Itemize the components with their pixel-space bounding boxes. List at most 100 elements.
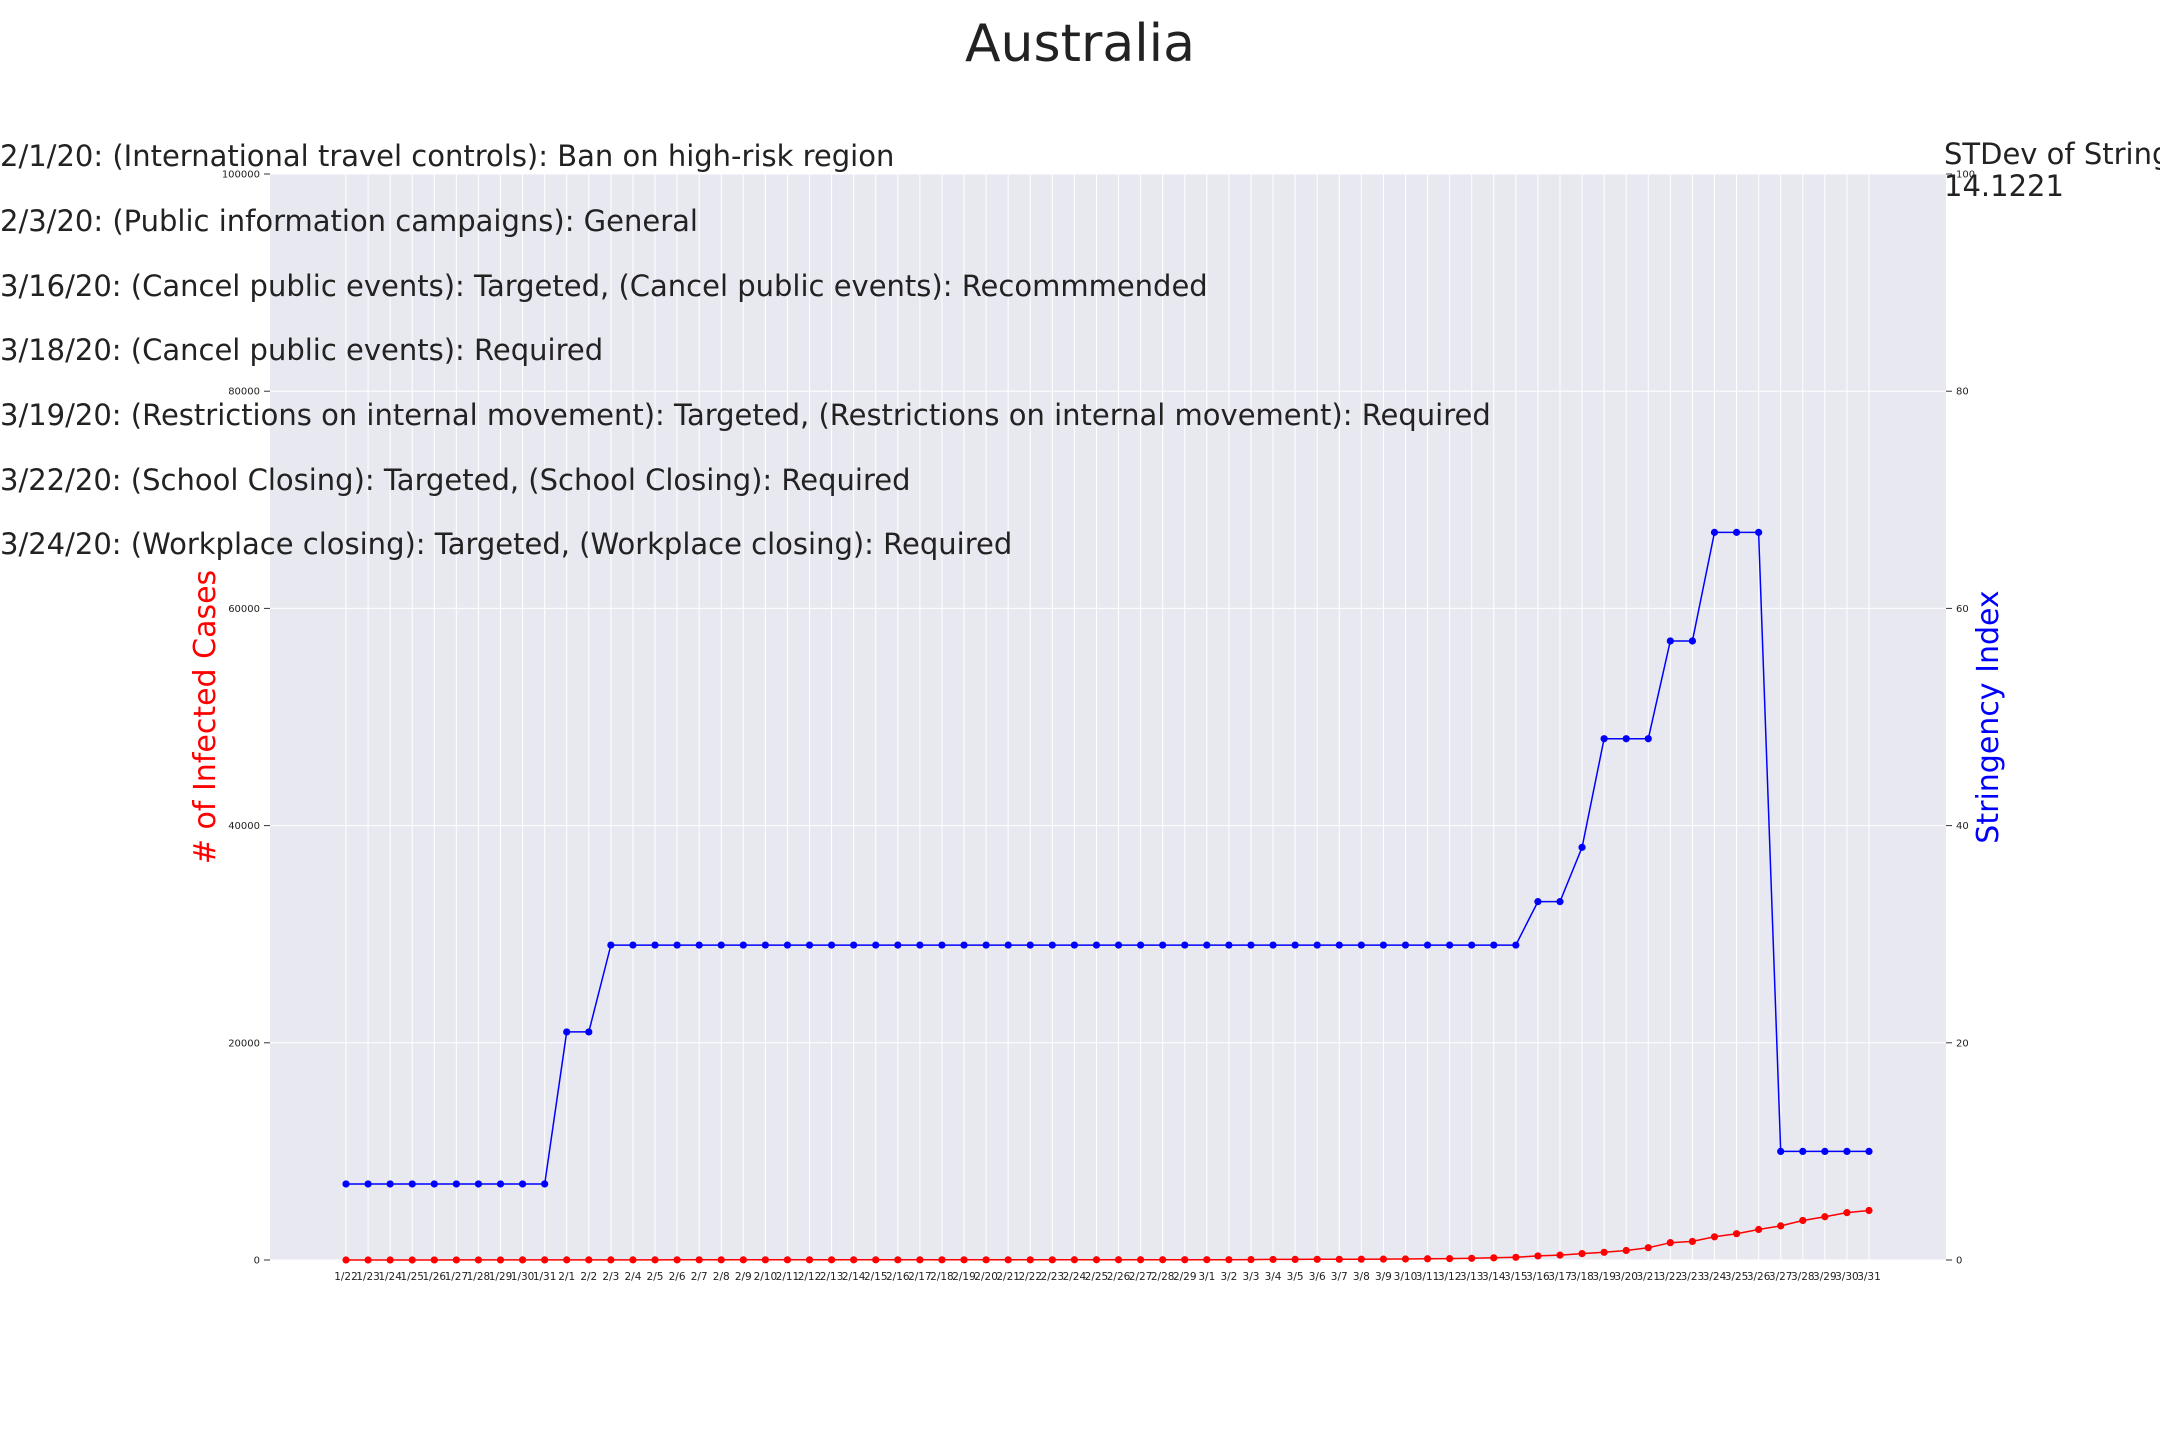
data-point — [1181, 1256, 1189, 1264]
data-point — [585, 1256, 593, 1264]
x-tick-label: 2/29 — [1173, 1271, 1197, 1283]
data-point — [629, 1256, 637, 1264]
x-tick-label: 3/7 — [1331, 1271, 1348, 1283]
data-point — [342, 1256, 350, 1264]
data-point — [1269, 1255, 1277, 1264]
x-tick-label: 3/13 — [1460, 1271, 1484, 1283]
x-tick-label: 3/28 — [1791, 1271, 1815, 1283]
x-tick-label: 3/22 — [1659, 1271, 1683, 1283]
data-point — [1225, 941, 1233, 949]
annotation-4: 3/18/20: (Cancel public events): Require… — [0, 333, 604, 367]
x-tick-label: 2/19 — [952, 1271, 976, 1283]
y-right-tick-label: 40 — [1956, 821, 1969, 832]
x-tick-label: 3/10 — [1394, 1271, 1418, 1283]
data-point — [1490, 941, 1498, 949]
grid-lines — [270, 173, 1946, 1261]
x-tick-label: 2/4 — [624, 1271, 641, 1283]
y-left-tick-label: 40000 — [228, 821, 260, 832]
data-point — [1578, 1249, 1586, 1258]
stdev-box: STDev of Stringe 14.1221 — [1944, 138, 2160, 203]
data-point — [872, 941, 880, 949]
data-point — [386, 1256, 394, 1264]
series-line — [346, 531, 1869, 1185]
data-point — [607, 1256, 615, 1264]
data-point — [761, 941, 769, 949]
data-point — [739, 941, 747, 949]
data-point — [1710, 528, 1719, 536]
x-tick-label: 3/1 — [1198, 1271, 1215, 1283]
data-point — [1159, 1256, 1167, 1264]
data-point — [1203, 941, 1211, 949]
x-tick-label: 2/12 — [798, 1271, 822, 1283]
data-point — [695, 941, 703, 949]
data-point — [496, 1180, 505, 1188]
data-point — [408, 1180, 416, 1188]
annotation-1: 2/1/20: (International travel controls):… — [0, 139, 895, 173]
data-point — [1004, 1256, 1012, 1264]
annotation-6: 3/22/20: (School Closing): Targeted, (Sc… — [0, 463, 911, 497]
data-point — [850, 1256, 858, 1264]
plot-area — [270, 174, 1946, 1260]
data-point — [739, 1256, 747, 1264]
x-tick-label: 3/18 — [1570, 1271, 1594, 1283]
data-point — [585, 1028, 593, 1036]
data-point — [1865, 1206, 1873, 1215]
data-point — [894, 1256, 902, 1264]
x-tick-label: 1/31 — [533, 1271, 557, 1283]
data-point — [629, 941, 637, 949]
data-point — [1732, 1230, 1741, 1238]
data-point — [1600, 735, 1608, 743]
data-point — [386, 1180, 394, 1188]
x-tick-label: 2/15 — [864, 1271, 888, 1283]
data-point — [938, 1256, 946, 1264]
data-point — [452, 1256, 460, 1264]
x-tick-label: 2/28 — [1151, 1271, 1175, 1283]
x-tick-label: 3/26 — [1747, 1271, 1771, 1283]
data-point — [408, 1256, 416, 1264]
data-point — [1181, 941, 1189, 949]
data-point — [982, 1256, 990, 1264]
y-right-tick-label: 60 — [1956, 604, 1969, 615]
x-tick-label: 2/1 — [558, 1271, 575, 1283]
chart-title: Australia — [964, 14, 1195, 74]
x-tick-label: 2/21 — [996, 1271, 1020, 1283]
x-tick-label: 3/21 — [1636, 1271, 1660, 1283]
data-point — [695, 1256, 703, 1264]
x-tick-label: 2/8 — [713, 1271, 730, 1283]
x-tick-label: 3/3 — [1243, 1271, 1260, 1283]
data-point — [1821, 1213, 1829, 1221]
data-point — [1159, 941, 1167, 949]
data-point — [916, 941, 924, 949]
y-left-tick-label: 60000 — [228, 604, 260, 615]
data-point — [474, 1180, 483, 1188]
data-point — [1335, 941, 1343, 949]
data-point — [1446, 941, 1454, 949]
x-tick-label: 3/23 — [1681, 1271, 1705, 1283]
data-point — [1666, 637, 1674, 645]
data-point — [1092, 1256, 1101, 1264]
series-stringency-index — [342, 528, 1873, 1188]
data-point — [805, 1256, 814, 1264]
x-tick-label: 2/22 — [1018, 1271, 1042, 1283]
data-point — [1512, 941, 1520, 949]
x-tick-label: 3/12 — [1438, 1271, 1462, 1283]
x-tick-label: 3/25 — [1725, 1271, 1749, 1283]
x-tick-label: 1/22 — [334, 1271, 358, 1283]
data-point — [1821, 1147, 1829, 1155]
x-tick-label: 2/2 — [580, 1271, 597, 1283]
data-point — [1732, 528, 1741, 536]
data-point — [1291, 1255, 1299, 1264]
data-point — [1092, 941, 1101, 949]
data-point — [1865, 1147, 1873, 1155]
data-point — [1137, 941, 1145, 949]
x-tick-label: 3/16 — [1526, 1271, 1550, 1283]
data-point — [717, 1256, 725, 1264]
data-point — [761, 1256, 769, 1264]
x-tick-label: 2/27 — [1129, 1271, 1153, 1283]
x-tick-label: 3/31 — [1857, 1271, 1881, 1283]
data-point — [1490, 1254, 1498, 1262]
data-point — [1843, 1147, 1851, 1155]
y-left-tick-label: 20000 — [228, 1038, 260, 1049]
data-point — [1799, 1147, 1807, 1155]
